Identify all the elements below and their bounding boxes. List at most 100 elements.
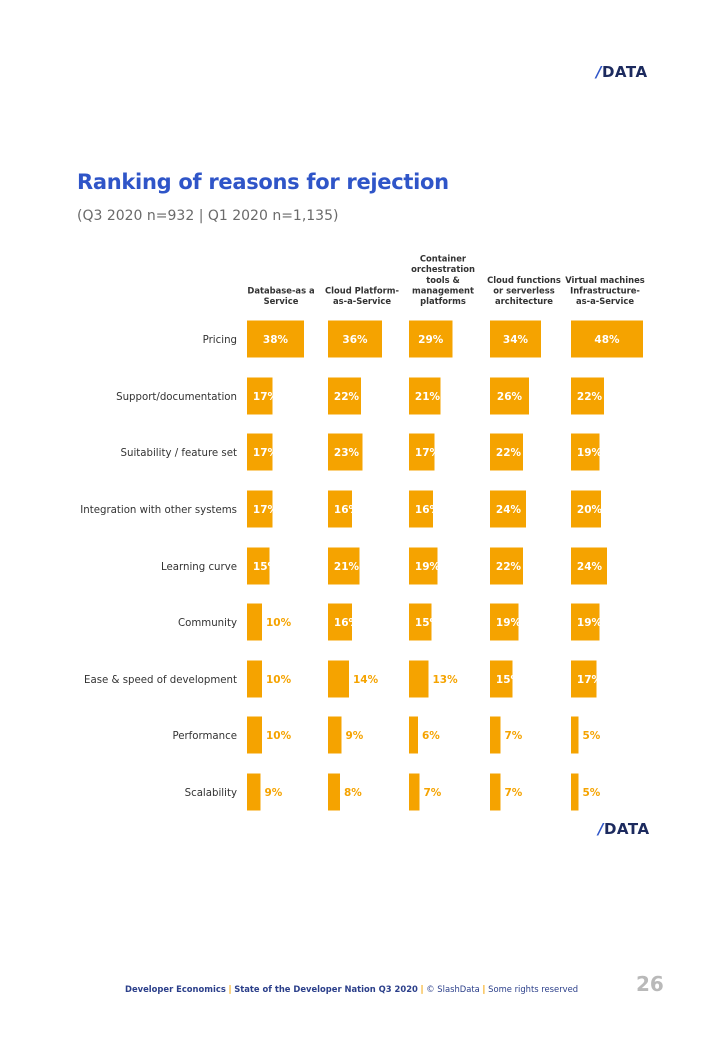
value-label-virtual-machines-infrastructure-as-a-service-suitability-feature-set: 19% bbox=[577, 447, 603, 459]
value-label-container-orchestration-tools-management-platforms-suitability-feature-set: 17% bbox=[415, 447, 441, 459]
footer-copyright: © SlashData bbox=[426, 984, 480, 994]
slashdata-logo-bottom: /DATA bbox=[598, 820, 650, 838]
value-label-container-orchestration-tools-management-platforms-community: 15% bbox=[415, 617, 441, 629]
bar-container-orchestration-tools-management-platforms-ease-speed-of-development bbox=[409, 660, 429, 698]
bar-cloud-platform-as-a-service-performance bbox=[328, 716, 342, 754]
value-label-cloud-platform-as-a-service-learning-curve: 21% bbox=[334, 561, 360, 573]
bar-virtual-machines-infrastructure-as-a-service-support-documentation bbox=[571, 377, 604, 415]
row-label-learning-curve: Learning curve bbox=[161, 562, 237, 573]
value-label-virtual-machines-infrastructure-as-a-service-scalability: 5% bbox=[583, 787, 601, 799]
value-label-container-orchestration-tools-management-platforms-pricing: 29% bbox=[418, 334, 444, 346]
value-label-virtual-machines-infrastructure-as-a-service-support-documentation: 22% bbox=[577, 391, 603, 403]
value-label-container-orchestration-tools-management-platforms-learning-curve: 19% bbox=[415, 561, 441, 573]
bar-cloud-platform-as-a-service-community bbox=[328, 603, 352, 641]
bar-container-orchestration-tools-management-platforms-support-documentation bbox=[409, 377, 441, 415]
bar-virtual-machines-infrastructure-as-a-service-performance bbox=[571, 716, 579, 754]
footer-report: State of the Developer Nation Q3 2020 bbox=[234, 984, 418, 994]
value-label-database-as-a-service-suitability-feature-set: 17% bbox=[253, 447, 279, 459]
column-header-container-orchestration-tools-management-platforms: Container orchestration tools & management p… bbox=[411, 254, 475, 306]
value-label-container-orchestration-tools-management-platforms-integration-with-other-systems: 16% bbox=[415, 504, 441, 516]
value-label-cloud-platform-as-a-service-community: 16% bbox=[334, 617, 360, 629]
bar-cloud-functions-or-serverless-architecture-integration-with-other-systems bbox=[490, 490, 526, 528]
bar-cloud-functions-or-serverless-architecture-learning-curve bbox=[490, 547, 523, 585]
row-label-support-documentation: Support/documentation bbox=[116, 392, 237, 403]
value-label-database-as-a-service-learning-curve: 15% bbox=[253, 561, 279, 573]
bar-container-orchestration-tools-management-platforms-community bbox=[409, 603, 432, 641]
bar-cloud-platform-as-a-service-pricing bbox=[328, 320, 382, 358]
bar-virtual-machines-infrastructure-as-a-service-suitability-feature-set bbox=[571, 433, 600, 471]
bar-database-as-a-service-community bbox=[247, 603, 262, 641]
bar-virtual-machines-infrastructure-as-a-service-learning-curve bbox=[571, 547, 607, 585]
value-label-database-as-a-service-ease-speed-of-development: 10% bbox=[266, 674, 292, 686]
bar-virtual-machines-infrastructure-as-a-service-scalability bbox=[571, 773, 579, 811]
row-label-pricing: Pricing bbox=[203, 335, 237, 346]
footer-publication: Developer Economics bbox=[125, 984, 226, 994]
bar-container-orchestration-tools-management-platforms-integration-with-other-systems bbox=[409, 490, 433, 528]
value-label-database-as-a-service-pricing: 38% bbox=[263, 334, 289, 346]
bar-database-as-a-service-pricing bbox=[247, 320, 304, 358]
bar-virtual-machines-infrastructure-as-a-service-ease-speed-of-development bbox=[571, 660, 597, 698]
footer: Developer Economics | State of the Devel… bbox=[125, 984, 579, 994]
bar-database-as-a-service-support-documentation bbox=[247, 377, 273, 415]
value-label-cloud-platform-as-a-service-performance: 9% bbox=[346, 730, 364, 742]
bar-database-as-a-service-integration-with-other-systems bbox=[247, 490, 273, 528]
value-label-database-as-a-service-scalability: 9% bbox=[265, 787, 283, 799]
value-label-cloud-functions-or-serverless-architecture-suitability-feature-set: 22% bbox=[496, 447, 522, 459]
bar-cloud-platform-as-a-service-scalability bbox=[328, 773, 340, 811]
value-label-virtual-machines-infrastructure-as-a-service-performance: 5% bbox=[583, 730, 601, 742]
column-header-database-as-a-service: Database-as a Service bbox=[247, 285, 314, 306]
value-label-cloud-functions-or-serverless-architecture-community: 19% bbox=[496, 617, 522, 629]
bar-database-as-a-service-suitability-feature-set bbox=[247, 433, 273, 471]
row-label-scalability: Scalability bbox=[185, 788, 237, 799]
row-label-integration-with-other-systems: Integration with other systems bbox=[80, 505, 237, 516]
bar-cloud-functions-or-serverless-architecture-performance bbox=[490, 716, 501, 754]
value-label-cloud-functions-or-serverless-architecture-support-documentation: 26% bbox=[497, 391, 523, 403]
chart-subtitle: (Q3 2020 n=932 | Q1 2020 n=1,135) bbox=[77, 208, 339, 224]
value-label-cloud-functions-or-serverless-architecture-scalability: 7% bbox=[505, 787, 523, 799]
value-label-cloud-functions-or-serverless-architecture-pricing: 34% bbox=[503, 334, 529, 346]
value-label-container-orchestration-tools-management-platforms-scalability: 7% bbox=[424, 787, 442, 799]
bar-cloud-functions-or-serverless-architecture-scalability bbox=[490, 773, 501, 811]
value-label-virtual-machines-infrastructure-as-a-service-integration-with-other-systems: 20% bbox=[577, 504, 603, 516]
value-label-container-orchestration-tools-management-platforms-performance: 6% bbox=[422, 730, 440, 742]
bar-container-orchestration-tools-management-platforms-suitability-feature-set bbox=[409, 433, 435, 471]
bar-virtual-machines-infrastructure-as-a-service-community bbox=[571, 603, 600, 641]
value-label-database-as-a-service-community: 10% bbox=[266, 617, 292, 629]
bar-cloud-functions-or-serverless-architecture-ease-speed-of-development bbox=[490, 660, 513, 698]
bar-cloud-functions-or-serverless-architecture-suitability-feature-set bbox=[490, 433, 523, 471]
value-label-container-orchestration-tools-management-platforms-ease-speed-of-development: 13% bbox=[433, 674, 459, 686]
value-label-cloud-platform-as-a-service-integration-with-other-systems: 16% bbox=[334, 504, 360, 516]
bar-database-as-a-service-scalability bbox=[247, 773, 261, 811]
bar-virtual-machines-infrastructure-as-a-service-integration-with-other-systems bbox=[571, 490, 601, 528]
bar-container-orchestration-tools-management-platforms-scalability bbox=[409, 773, 420, 811]
bar-container-orchestration-tools-management-platforms-pricing bbox=[409, 320, 453, 358]
column-header-cloud-functions-or-serverless-architecture: Cloud functions or serverless architecture bbox=[487, 275, 561, 306]
value-label-database-as-a-service-integration-with-other-systems: 17% bbox=[253, 504, 279, 516]
value-label-cloud-functions-or-serverless-architecture-performance: 7% bbox=[505, 730, 523, 742]
value-label-cloud-functions-or-serverless-architecture-ease-speed-of-development: 15% bbox=[496, 674, 522, 686]
value-label-virtual-machines-infrastructure-as-a-service-community: 19% bbox=[577, 617, 603, 629]
bar-cloud-platform-as-a-service-learning-curve bbox=[328, 547, 360, 585]
value-label-cloud-platform-as-a-service-scalability: 8% bbox=[344, 787, 362, 799]
bar-cloud-functions-or-serverless-architecture-pricing bbox=[490, 320, 541, 358]
bar-cloud-functions-or-serverless-architecture-community bbox=[490, 603, 519, 641]
row-label-suitability-feature-set: Suitability / feature set bbox=[121, 448, 237, 459]
bar-container-orchestration-tools-management-platforms-learning-curve bbox=[409, 547, 438, 585]
column-header-virtual-machines-infrastructure-as-a-service: Virtual machines Infrastructure-as-a-Serv… bbox=[565, 275, 645, 306]
bar-database-as-a-service-learning-curve bbox=[247, 547, 270, 585]
value-label-container-orchestration-tools-management-platforms-support-documentation: 21% bbox=[415, 391, 441, 403]
page-number: 26 bbox=[636, 972, 664, 996]
value-label-cloud-functions-or-serverless-architecture-learning-curve: 22% bbox=[496, 561, 522, 573]
page-title: Ranking of reasons for rejection bbox=[77, 170, 449, 194]
slashdata-logo-top: /DATA bbox=[596, 63, 648, 81]
value-label-virtual-machines-infrastructure-as-a-service-learning-curve: 24% bbox=[577, 561, 603, 573]
bar-cloud-platform-as-a-service-ease-speed-of-development bbox=[328, 660, 349, 698]
bar-container-orchestration-tools-management-platforms-performance bbox=[409, 716, 418, 754]
value-label-cloud-platform-as-a-service-ease-speed-of-development: 14% bbox=[353, 674, 379, 686]
bar-cloud-platform-as-a-service-support-documentation bbox=[328, 377, 361, 415]
value-label-cloud-functions-or-serverless-architecture-integration-with-other-systems: 24% bbox=[496, 504, 522, 516]
row-label-community: Community bbox=[178, 618, 237, 629]
row-label-ease-speed-of-development: Ease & speed of development bbox=[84, 675, 237, 686]
bar-database-as-a-service-performance bbox=[247, 716, 262, 754]
